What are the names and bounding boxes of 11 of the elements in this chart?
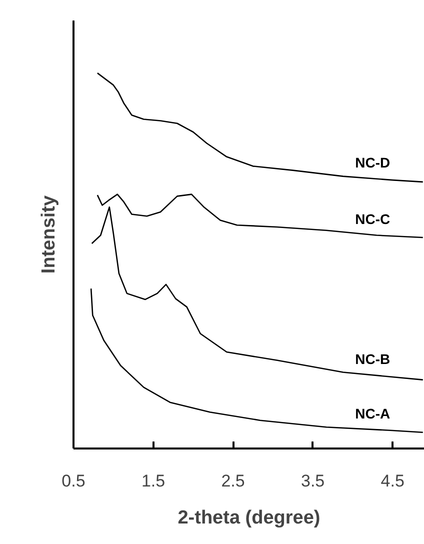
series-label: NC-D	[355, 154, 390, 171]
x-tick-label: 2.5	[221, 472, 245, 490]
x-tick-label: 4.5	[380, 472, 404, 490]
series-label: NC-A	[355, 405, 390, 422]
series-label: NC-C	[355, 210, 390, 227]
x-tick-label: 0.5	[62, 472, 86, 490]
series-label: NC-B	[355, 351, 390, 368]
x-axis-title: 2-theta (degree)	[178, 508, 320, 528]
x-tick-label: 1.5	[141, 472, 166, 490]
x-tick-label: 3.5	[301, 472, 325, 490]
y-axis-title: Intensity	[38, 195, 60, 274]
